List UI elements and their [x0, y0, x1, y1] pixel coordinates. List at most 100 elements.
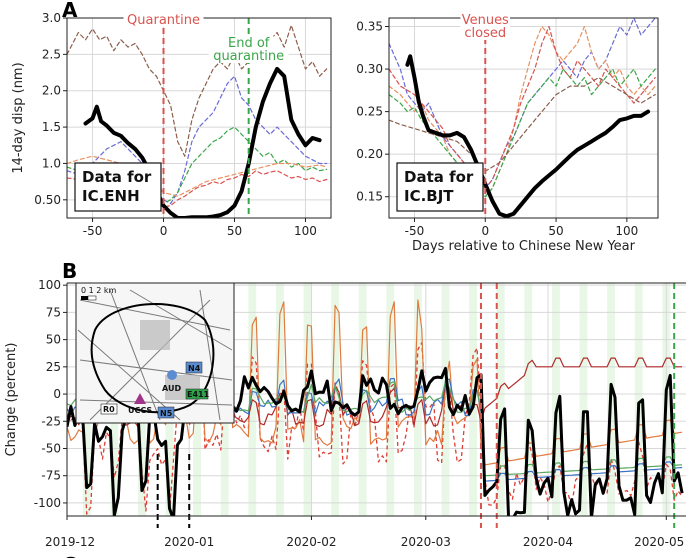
- series-line: [67, 155, 328, 197]
- y-axis-label: 14-day disp (nm): [11, 62, 26, 173]
- e411-label: E411: [187, 390, 210, 399]
- map-street: [79, 359, 233, 381]
- y-tick-label: 0.20: [356, 147, 383, 161]
- station-label-line2: IC.ENH: [82, 187, 140, 205]
- weekend-band: [358, 283, 367, 516]
- weekend-band: [496, 283, 505, 516]
- station-label-line1: Data for: [404, 168, 474, 186]
- weekend-band: [413, 283, 422, 516]
- r0-badge: [100, 403, 118, 415]
- y-tick-label: 50: [46, 333, 61, 347]
- y-tick-label: 0.15: [356, 190, 383, 204]
- x-tick-label: 2019-12: [45, 535, 95, 549]
- series-line: [389, 77, 656, 172]
- x-tick-label: -50: [83, 224, 103, 238]
- station-label-box: [396, 162, 484, 212]
- annotation-text: End of: [228, 36, 270, 51]
- chart-ic-enh: -50 0 50 100 0.50 1.0 1.5 2.0 2.5 3.0 Quarantine En…: [11, 11, 332, 238]
- annotation-bg: [460, 25, 511, 40]
- x-tick-label: 2020-04: [523, 535, 573, 549]
- series-line: [67, 24, 328, 157]
- station-label-line1: Data for: [82, 168, 152, 186]
- weekend-band: [551, 283, 560, 516]
- y-tick-label: 0: [53, 387, 61, 401]
- y-tick-label: 1.5: [42, 120, 61, 134]
- x-axis-label: Days relative to Chinese New Year: [412, 239, 636, 254]
- x-tick-label: 100: [294, 224, 317, 238]
- chart-change-percent: 0 1 2 km AUD UCCS N4 N5 E411 R0 -100 -75 -50 -25 0 2…: [4, 278, 686, 549]
- series-line: [83, 66, 322, 218]
- n4-label: N4: [188, 364, 201, 373]
- map-urban-area: [140, 320, 170, 350]
- weekend-band: [331, 283, 340, 516]
- annotation-bg: [123, 12, 204, 27]
- y-tick-label: 75: [46, 305, 61, 319]
- y-tick-label: 25: [46, 360, 61, 374]
- uccs-marker: [134, 393, 146, 404]
- map-street: [89, 299, 211, 421]
- inset-map: 0 1 2 km AUD UCCS N4 N5 E411 R0: [75, 282, 235, 424]
- x-tick-label: 0: [160, 224, 168, 238]
- x-tick-label: 2020-03: [401, 535, 451, 549]
- e411-badge: [185, 388, 209, 400]
- weekend-band: [303, 283, 312, 516]
- n5-label: N5: [160, 409, 173, 418]
- map-street: [129, 289, 233, 351]
- station-label-line2: IC.BJT: [404, 187, 454, 205]
- x-tick-label: 2020-02: [286, 535, 336, 549]
- annotation-bg: [460, 12, 511, 27]
- weekend-band: [579, 283, 588, 516]
- y-tick-label: 0.50: [34, 193, 61, 207]
- annotation-text: Quarantine: [127, 13, 200, 28]
- series-line: [405, 54, 651, 218]
- annotation-bg: [223, 35, 274, 50]
- chart-ic-bjt: -50 0 50 100 0.15 0.20 0.25 0.30 0.35 Venuesclose…: [356, 12, 659, 254]
- y-tick-label: 100: [38, 278, 61, 292]
- x-tick-label: 0: [481, 224, 489, 238]
- axes-frame: [388, 17, 659, 219]
- weekend-band: [441, 283, 450, 516]
- series-line: [389, 25, 656, 189]
- annotation-text: closed: [464, 26, 506, 41]
- scale-bar: [87, 295, 97, 301]
- map-ring-road: [90, 303, 215, 414]
- r0-label: R0: [103, 405, 115, 414]
- n4-badge: [185, 361, 203, 374]
- y-tick-label: 2.5: [42, 47, 61, 61]
- series-line: [389, 25, 656, 198]
- annotation-text: Venues: [462, 13, 509, 28]
- map-street: [199, 289, 221, 421]
- aud-label: AUD: [162, 384, 181, 393]
- annotation-text: quarantine: [213, 49, 284, 64]
- x-tick-label: 100: [615, 224, 638, 238]
- panel-c-label: C: [62, 553, 77, 558]
- y-tick-label: -75: [41, 469, 61, 483]
- map-street: [77, 329, 181, 421]
- y-tick-label: 0.25: [356, 105, 383, 119]
- panel-a-label: A: [62, 0, 78, 22]
- y-tick-label: -25: [41, 414, 61, 428]
- weekend-band: [524, 283, 533, 516]
- y-tick-label: 3.0: [42, 11, 61, 25]
- x-tick-label: 50: [227, 224, 242, 238]
- y-tick-label: 2.0: [42, 84, 61, 98]
- y-tick-label: -50: [41, 441, 61, 455]
- y-tick-label: 0.30: [356, 62, 383, 76]
- y-tick-label: 0.35: [356, 20, 383, 34]
- y-tick-label: -100: [34, 496, 61, 510]
- y-axis-label: Change (percent): [4, 343, 19, 457]
- series-line: [67, 75, 328, 205]
- weekend-band: [634, 283, 643, 516]
- scale-bar: [81, 296, 88, 300]
- station-label-box: [74, 162, 162, 212]
- scale-label: 0 1 2 km: [81, 286, 117, 295]
- aud-marker: [167, 370, 177, 380]
- x-tick-label: 2020-01: [164, 535, 214, 549]
- x-tick-label: 50: [548, 224, 563, 238]
- x-tick-label: 2020-05: [634, 535, 684, 549]
- n5-badge: [157, 406, 175, 419]
- uccs-label: UCCS: [128, 406, 152, 415]
- annotation-bg: [208, 48, 289, 63]
- x-tick-label: -50: [405, 224, 425, 238]
